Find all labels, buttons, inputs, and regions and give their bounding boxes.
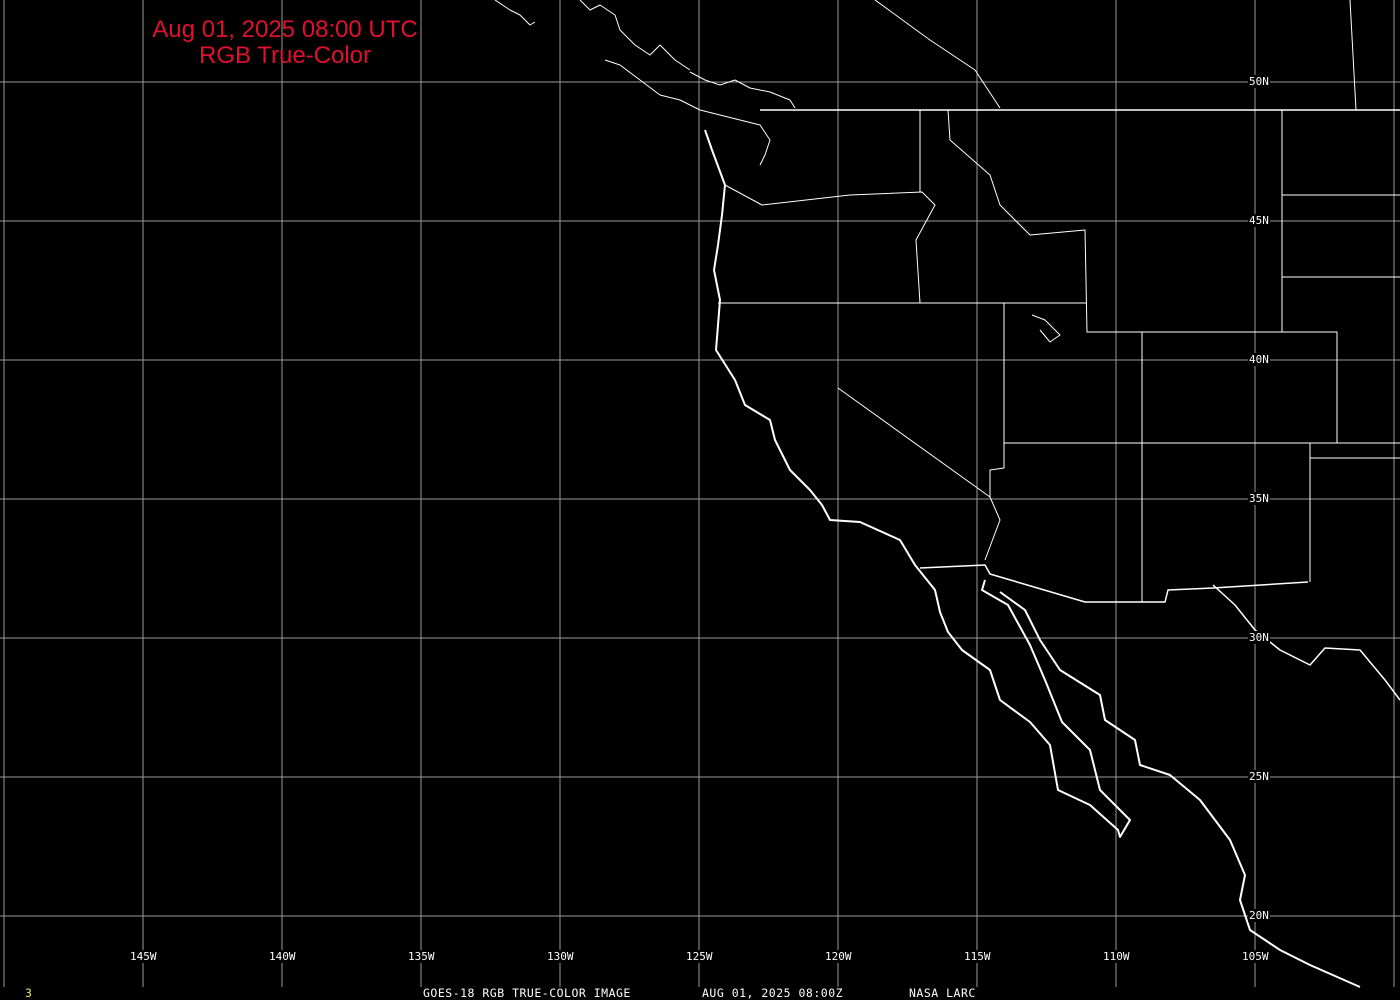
border [724, 184, 936, 304]
longitude-label: 145W [129, 950, 158, 963]
map-title-product: RGB True-Color [198, 42, 372, 69]
coastline [1212, 584, 1400, 701]
border [947, 109, 1143, 602]
border [874, 0, 1001, 109]
longitude-label: 140W [268, 950, 297, 963]
latitude-label: 20N [1248, 909, 1270, 922]
longitude-label: 105W [1241, 950, 1270, 963]
border [1349, 0, 1357, 111]
longitude-label: 120W [824, 950, 853, 963]
coastline [604, 59, 771, 166]
longitude-label: 135W [407, 950, 436, 963]
latitude-label: 30N [1248, 631, 1270, 644]
longitude-label: 125W [685, 950, 714, 963]
border [919, 564, 1309, 603]
coastline [704, 129, 1131, 838]
coastline [579, 0, 691, 71]
footer-caption: GOES-18 RGB TRUE-COLOR IMAGE [423, 986, 631, 1000]
frame-number: 3 [25, 986, 33, 1000]
coastline [689, 71, 796, 109]
coastline [999, 591, 1361, 988]
latitude-label: 45N [1248, 214, 1270, 227]
footer-datetime: AUG 01, 2025 08:00Z [702, 986, 844, 1000]
latitude-label: 40N [1248, 353, 1270, 366]
longitude-label: 115W [963, 950, 992, 963]
longitude-label: 110W [1102, 950, 1131, 963]
border [837, 387, 1001, 561]
border [989, 303, 1005, 497]
lake [1031, 314, 1061, 343]
latitude-label: 35N [1248, 492, 1270, 505]
map-title-datetime: Aug 01, 2025 08:00 UTC [152, 16, 418, 43]
border [1142, 331, 1338, 443]
latitude-label: 25N [1248, 770, 1270, 783]
latitude-label: 50N [1248, 75, 1270, 88]
longitude-label: 130W [546, 950, 575, 963]
footer-source: NASA LARC [909, 986, 976, 1000]
coastline [494, 0, 536, 26]
